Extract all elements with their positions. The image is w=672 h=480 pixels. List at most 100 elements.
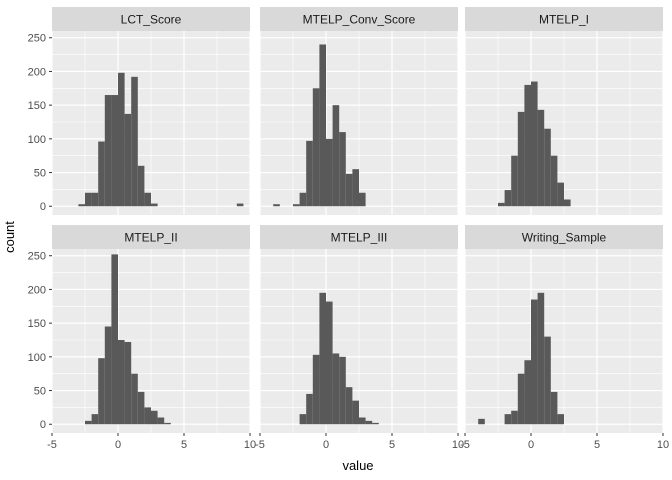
y-tick-label: 100 — [28, 134, 46, 146]
histogram-bar — [511, 155, 518, 207]
x-tick-label: -5 — [47, 439, 57, 451]
histogram-bar — [332, 105, 340, 207]
histogram-bar — [339, 132, 346, 207]
histogram-bar — [345, 173, 353, 207]
facet-strip — [465, 7, 663, 31]
y-tick-label: 100 — [28, 352, 46, 364]
histogram-bar — [524, 360, 531, 425]
histogram-bar — [319, 44, 326, 207]
histogram-bar — [85, 420, 92, 425]
y-tick-label: 50 — [34, 168, 46, 180]
histogram-bar — [299, 414, 307, 425]
facet-strip-label: LCT_Score — [121, 13, 182, 27]
x-tick-label: 10 — [452, 439, 464, 451]
y-tick-label: 0 — [40, 201, 46, 213]
histogram-bar — [359, 417, 366, 425]
histogram-bar — [111, 254, 118, 425]
histogram-bar — [557, 414, 564, 425]
y-tick-label: 150 — [28, 318, 46, 330]
facet-strip — [52, 7, 250, 31]
histogram-bar — [319, 292, 326, 425]
histogram-bar — [550, 391, 558, 425]
x-tick-label: 0 — [323, 439, 329, 451]
x-axis-title: value — [342, 458, 373, 473]
facet-strip — [260, 225, 458, 249]
histogram-bar — [111, 95, 118, 207]
x-tick-label: 5 — [181, 439, 187, 451]
facet-strip-label: MTELP_Conv_Score — [303, 13, 416, 27]
histogram-bar — [504, 190, 512, 207]
y-tick-label: 250 — [28, 251, 46, 263]
y-tick-label: 0 — [40, 419, 46, 431]
histogram-bar — [151, 410, 158, 425]
histogram-bar — [537, 109, 545, 207]
histogram-bar — [124, 113, 132, 207]
facet-strip-label: MTELP_I — [539, 13, 589, 27]
facet-MTELP_III: MTELP_III -5 0 5 10 — [255, 225, 464, 451]
x-tick-label: 10 — [244, 439, 256, 451]
histogram-bar — [118, 72, 125, 207]
y-axis-title: count — [2, 221, 17, 253]
histogram-bar — [332, 353, 340, 425]
histogram-bar — [524, 84, 531, 207]
histogram-bar — [312, 88, 320, 207]
x-tick-label: 5 — [389, 439, 395, 451]
histogram-bar — [236, 203, 244, 207]
histogram-bar — [98, 358, 105, 425]
histogram-bar — [293, 204, 300, 207]
histogram-bar — [326, 138, 333, 207]
histogram-bar — [164, 422, 171, 425]
histogram-bar — [359, 192, 366, 207]
histogram-bar — [550, 155, 558, 207]
y-tick-label: 200 — [28, 66, 46, 78]
facets-layer: LCT_Score050100150200250MTELP_Conv_Score… — [28, 7, 669, 451]
y-tick-label: 250 — [28, 33, 46, 45]
histogram-bar — [273, 204, 280, 207]
histogram-bar — [91, 414, 99, 425]
histogram-bar — [517, 111, 525, 207]
histogram-bar — [144, 192, 151, 207]
histogram-bar — [312, 354, 320, 425]
histogram-bar — [151, 203, 158, 207]
histogram-bar — [557, 182, 564, 207]
histogram-bar — [137, 165, 145, 207]
histogram-bar — [365, 420, 373, 425]
histogram-bar — [531, 81, 538, 207]
y-tick-label: 200 — [28, 284, 46, 296]
facet-strip-label: Writing_Sample — [522, 231, 607, 245]
histogram-bar — [511, 410, 518, 425]
x-tick-label: -5 — [460, 439, 470, 451]
x-tick-label: 5 — [594, 439, 600, 451]
histogram-bar — [504, 414, 512, 425]
y-tick-label: 150 — [28, 100, 46, 112]
histogram-bar — [137, 391, 145, 425]
y-tick-label: 50 — [34, 386, 46, 398]
histogram-bar — [564, 199, 571, 207]
histogram-bar — [299, 192, 307, 207]
histogram-bar — [306, 140, 313, 207]
facet-strip — [465, 225, 663, 249]
histogram-bar — [544, 336, 551, 425]
histogram-bar — [306, 393, 313, 425]
facet-strip-label: MTELP_II — [124, 231, 177, 245]
histogram-bar — [104, 95, 112, 207]
histogram-bar — [537, 292, 545, 425]
x-tick-label: 10 — [657, 439, 669, 451]
histogram-bar — [531, 299, 538, 425]
histogram-bar — [352, 169, 359, 207]
histogram-bar — [498, 202, 505, 207]
histogram-bar — [98, 141, 105, 207]
facet-MTELP_Conv_Score: MTELP_Conv_Score — [259, 7, 459, 215]
histogram-bar — [544, 128, 551, 207]
histogram-bar — [339, 356, 346, 425]
x-tick-label: 0 — [528, 439, 534, 451]
histogram-bar — [157, 417, 165, 425]
histogram-bar — [326, 301, 333, 425]
facet-strip — [260, 7, 458, 31]
facet-strip-label: MTELP_III — [331, 231, 388, 245]
histogram-bar — [131, 76, 138, 207]
histogram-bar — [345, 387, 353, 425]
histogram-bar — [478, 418, 485, 425]
